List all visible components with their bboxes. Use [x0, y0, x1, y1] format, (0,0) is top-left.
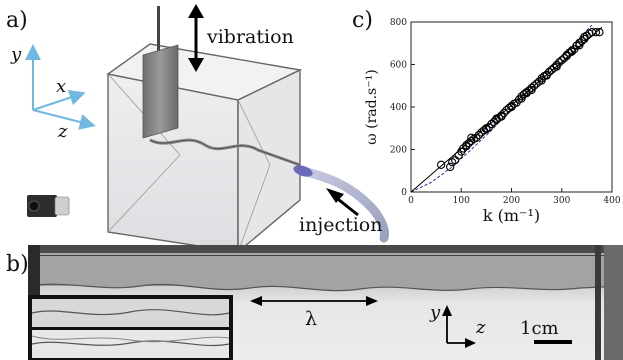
injection-tube — [293, 165, 389, 243]
y-tick-label: 200 — [390, 146, 407, 156]
data-point — [562, 51, 571, 61]
panel-c-label: c) — [352, 8, 373, 33]
data-point — [537, 76, 546, 85]
panel-b: b) λ — [6, 245, 623, 360]
vibration-arrow-icon — [188, 4, 204, 72]
data-point — [467, 133, 476, 142]
data-point — [595, 28, 604, 37]
tank-illustration — [106, 43, 303, 254]
data-point — [436, 160, 446, 169]
data-point — [575, 41, 584, 50]
y-axis-label: ω (rad.s⁻¹) — [364, 69, 380, 144]
data-point — [557, 56, 566, 65]
panel-b-label: b) — [6, 252, 29, 277]
data-point — [487, 119, 496, 129]
panel-a: a) y x z — [6, 4, 389, 254]
panel-c: c) 0 100 200 300 400 0 200 400 600 800 k (m⁻¹) ω (r… — [352, 8, 621, 225]
scale-bar-label: 1cm — [520, 318, 559, 339]
x-tick-label: 400 — [603, 196, 620, 206]
panel-a-coordinate-axes: y x z — [10, 44, 96, 142]
x-tick-label: 200 — [503, 196, 520, 206]
vibration-label: vibration — [206, 26, 294, 48]
y-tick-label: 400 — [390, 103, 407, 113]
injection-label: injection — [299, 214, 382, 236]
data-point — [529, 81, 539, 90]
data-point — [555, 58, 564, 67]
axis-y-label: y — [10, 44, 22, 65]
scale-bar: 1cm — [520, 318, 572, 344]
data-point — [446, 162, 455, 172]
x-tick-label: 100 — [453, 196, 470, 206]
x-tick-label: 0 — [408, 196, 414, 206]
vibrating-plate — [142, 6, 179, 139]
data-point — [572, 41, 581, 50]
data-point — [517, 94, 526, 103]
data-point — [542, 71, 551, 80]
data-point — [552, 62, 561, 71]
data-point — [472, 133, 481, 142]
data-point — [567, 47, 576, 56]
data-point — [577, 36, 586, 46]
x-axis-label: k (m⁻¹) — [483, 206, 540, 225]
panel-a-label: a) — [6, 8, 28, 33]
data-point — [462, 142, 471, 151]
panel-b-axis-z-label: z — [475, 317, 486, 338]
y-tick-label: 800 — [390, 18, 407, 28]
injection-arrow-icon — [326, 188, 359, 217]
data-point — [591, 28, 601, 37]
x-tick-label: 300 — [553, 196, 570, 206]
axis-z-label: z — [57, 121, 68, 142]
panel-b-axis-y-label: y — [429, 302, 441, 323]
data-point — [497, 112, 506, 121]
panel-b-coordinate-axes: y z — [429, 302, 486, 348]
inset-photograph — [28, 295, 233, 360]
dispersion-chart: 0 100 200 300 400 0 200 400 600 800 k (m⁻¹) ω (rad.… — [364, 18, 621, 225]
data-point — [575, 39, 584, 48]
data-point — [482, 125, 491, 134]
data-point — [527, 83, 536, 93]
y-tick-label: 600 — [390, 61, 407, 71]
axis-x-label: x — [56, 76, 66, 97]
data-point — [474, 130, 483, 140]
wavelength-arrow-icon — [250, 296, 378, 306]
data-point — [522, 89, 531, 98]
data-point — [580, 32, 589, 42]
wavelength-symbol: λ — [305, 308, 317, 330]
camera-icon — [27, 195, 70, 217]
data-point — [507, 102, 516, 112]
y-tick-label: 0 — [401, 188, 407, 198]
